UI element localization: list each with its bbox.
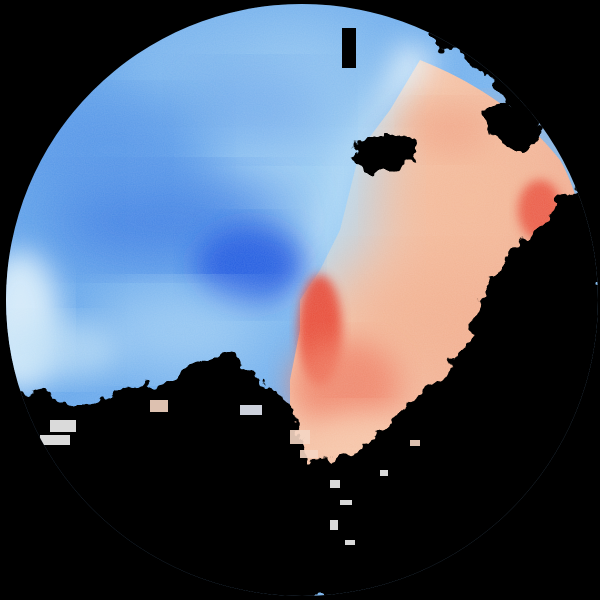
no-data-mask (6, 180, 598, 596)
no-data-mask (350, 135, 420, 175)
scattered-returns (40, 400, 420, 545)
no-data-mask (480, 100, 545, 155)
no-data-spike (342, 28, 356, 68)
